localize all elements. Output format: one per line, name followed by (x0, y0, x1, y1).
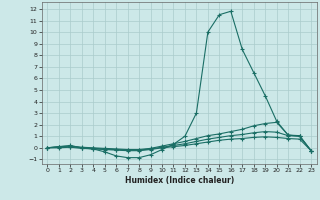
X-axis label: Humidex (Indice chaleur): Humidex (Indice chaleur) (124, 176, 234, 185)
